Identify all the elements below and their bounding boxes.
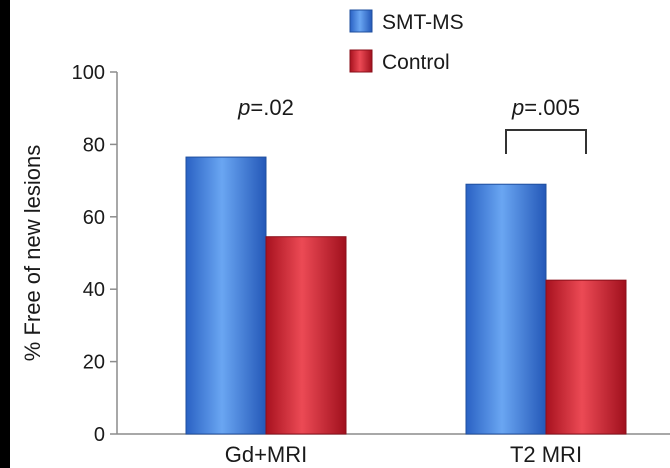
annotations: p=.02 p=.005	[237, 95, 587, 154]
legend-label: SMT-MS	[382, 11, 464, 34]
legend-swatch	[349, 49, 373, 73]
category-labels: Gd+MRI T2 MRI	[225, 442, 582, 467]
y-axis-title: % Free of new lesions	[20, 145, 45, 361]
chart-container: % Free of new lesions 0 20 40 60 80 100 Gd+MR…	[10, 0, 670, 468]
p-value-annotation: p=.005	[511, 95, 580, 120]
bar-control-0	[265, 236, 347, 435]
y-tick-label: 60	[83, 207, 105, 229]
bar-chart: % Free of new lesions 0 20 40 60 80 100 Gd+MR…	[20, 9, 670, 467]
bars	[185, 156, 627, 435]
significance-bracket	[505, 129, 587, 154]
legend-label: Control	[382, 51, 450, 74]
legend-swatch	[349, 9, 373, 33]
y-tick-label: 40	[83, 279, 105, 301]
bar-smt-ms-1	[465, 183, 547, 435]
y-tick-label: 80	[83, 134, 105, 156]
p-value-annotation: p=.02	[237, 95, 294, 120]
bar-smt-ms-0	[185, 156, 267, 435]
y-tick-label: 100	[72, 62, 105, 84]
bar-control-1	[545, 279, 627, 435]
y-tick-label: 0	[94, 424, 105, 446]
category-label: T2 MRI	[510, 442, 582, 467]
legend: SMT-MS Control	[349, 9, 464, 74]
y-tick-label: 20	[83, 352, 105, 374]
category-label: Gd+MRI	[225, 442, 308, 467]
y-ticks: 0 20 40 60 80 100	[72, 62, 117, 446]
